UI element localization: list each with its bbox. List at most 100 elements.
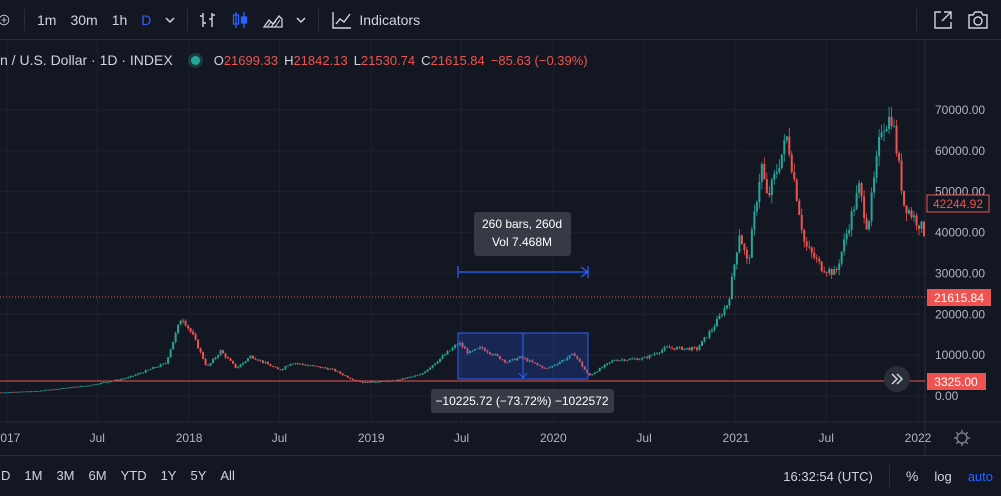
candle xyxy=(473,348,476,351)
chart-type-dropdown-button[interactable] xyxy=(290,6,312,34)
candle xyxy=(516,357,519,361)
log-scale-toggle[interactable]: log xyxy=(934,468,952,484)
candle xyxy=(733,263,736,280)
indicators-label: Indicators xyxy=(359,11,421,28)
candle xyxy=(184,319,187,327)
auto-scale-toggle[interactable]: auto xyxy=(967,468,993,484)
candle xyxy=(713,324,716,333)
chart-settings-button[interactable] xyxy=(954,430,970,446)
candle xyxy=(274,366,277,368)
candle xyxy=(553,363,556,367)
candle xyxy=(890,107,893,130)
candle xyxy=(825,271,828,278)
candle xyxy=(548,366,551,369)
candle xyxy=(406,377,409,379)
candle xyxy=(147,369,150,371)
candle xyxy=(900,153,903,195)
candle xyxy=(84,385,87,387)
candle xyxy=(673,348,676,351)
candle xyxy=(628,357,631,361)
symbol-title[interactable]: n / U.S. Dollar · 1D · INDEX xyxy=(0,52,173,68)
time-tick-label: Jul xyxy=(819,431,834,445)
candle xyxy=(860,181,863,203)
interval-30m-button[interactable]: 30m xyxy=(70,11,98,28)
candle xyxy=(838,259,841,276)
candle xyxy=(750,226,753,258)
candles-style-button[interactable] xyxy=(226,6,254,34)
candle xyxy=(683,348,686,351)
candle xyxy=(636,357,639,361)
candle xyxy=(49,389,52,391)
candle xyxy=(99,382,102,385)
candle xyxy=(214,356,217,360)
price-chart[interactable]: 260 bars, 260d Vol 7.468M −10225.72 (−73… xyxy=(0,40,1001,455)
interval-d-button[interactable]: D xyxy=(141,11,152,28)
candle xyxy=(853,205,856,217)
range-5y-button[interactable]: 5Y xyxy=(190,468,207,483)
candle xyxy=(284,365,287,371)
candle xyxy=(863,190,866,224)
time-tick-label: 2017 xyxy=(0,431,21,445)
candle xyxy=(513,358,516,361)
add-symbol-button[interactable] xyxy=(0,6,14,34)
interval-dropdown-button[interactable] xyxy=(159,6,181,34)
range-1m-button[interactable]: 1M xyxy=(24,468,43,483)
measure-vol-text: Vol 7.468M xyxy=(492,235,552,249)
time-tick-label: 2022 xyxy=(905,431,932,445)
candle xyxy=(922,221,925,238)
price-tick-label: 10000.00 xyxy=(935,348,985,362)
candle xyxy=(638,358,641,361)
candle xyxy=(778,159,781,175)
candle xyxy=(62,387,65,390)
clock-timezone[interactable]: 16:32:54 (UTC) xyxy=(783,468,873,484)
candle xyxy=(339,371,342,375)
candle xyxy=(498,355,501,360)
snapshot-button[interactable] xyxy=(962,6,994,34)
candle xyxy=(531,359,534,363)
candle xyxy=(294,362,297,365)
open-label: O xyxy=(213,52,224,68)
price-tick-label: 0.00 xyxy=(935,389,959,403)
range-3m-button[interactable]: 3M xyxy=(56,468,75,483)
range-1d-button[interactable]: D xyxy=(1,468,11,483)
range-1y-button[interactable]: 1Y xyxy=(160,468,177,483)
percent-scale-toggle[interactable]: % xyxy=(905,468,919,484)
candle-series xyxy=(0,106,925,394)
range-6m-button[interactable]: 6M xyxy=(88,468,107,483)
scroll-to-realtime-button[interactable] xyxy=(884,366,910,392)
candle xyxy=(723,305,726,317)
candle xyxy=(633,357,636,360)
candle xyxy=(783,134,786,162)
candle xyxy=(643,356,646,359)
candle xyxy=(331,367,334,370)
time-tick-label: 2020 xyxy=(540,431,567,445)
fullscreen-button[interactable] xyxy=(928,6,958,34)
candle xyxy=(581,360,584,368)
candle xyxy=(693,346,696,350)
range-ytd-button[interactable]: YTD xyxy=(120,468,147,483)
candle xyxy=(32,390,35,392)
interval-1h-button[interactable]: 1h xyxy=(111,11,128,28)
interval-1m-button[interactable]: 1m xyxy=(37,11,57,28)
candle xyxy=(700,341,703,347)
candle xyxy=(82,386,85,387)
candle xyxy=(29,391,32,393)
candle xyxy=(666,345,669,348)
indicators-button[interactable]: Indicators xyxy=(327,6,424,34)
candle xyxy=(346,375,349,379)
bars-style-button[interactable] xyxy=(194,6,222,34)
candle xyxy=(496,353,499,357)
candle xyxy=(748,254,751,264)
high-value: 21842.13 xyxy=(293,52,348,68)
candle xyxy=(87,385,90,387)
candle xyxy=(681,346,684,351)
candle xyxy=(705,337,708,339)
candle xyxy=(760,161,763,190)
area-style-button[interactable] xyxy=(258,6,288,34)
candle xyxy=(174,331,177,344)
candle xyxy=(376,381,379,383)
candle xyxy=(556,362,559,367)
candle xyxy=(878,129,881,167)
range-all-button[interactable]: All xyxy=(220,468,235,483)
candle xyxy=(461,341,464,349)
